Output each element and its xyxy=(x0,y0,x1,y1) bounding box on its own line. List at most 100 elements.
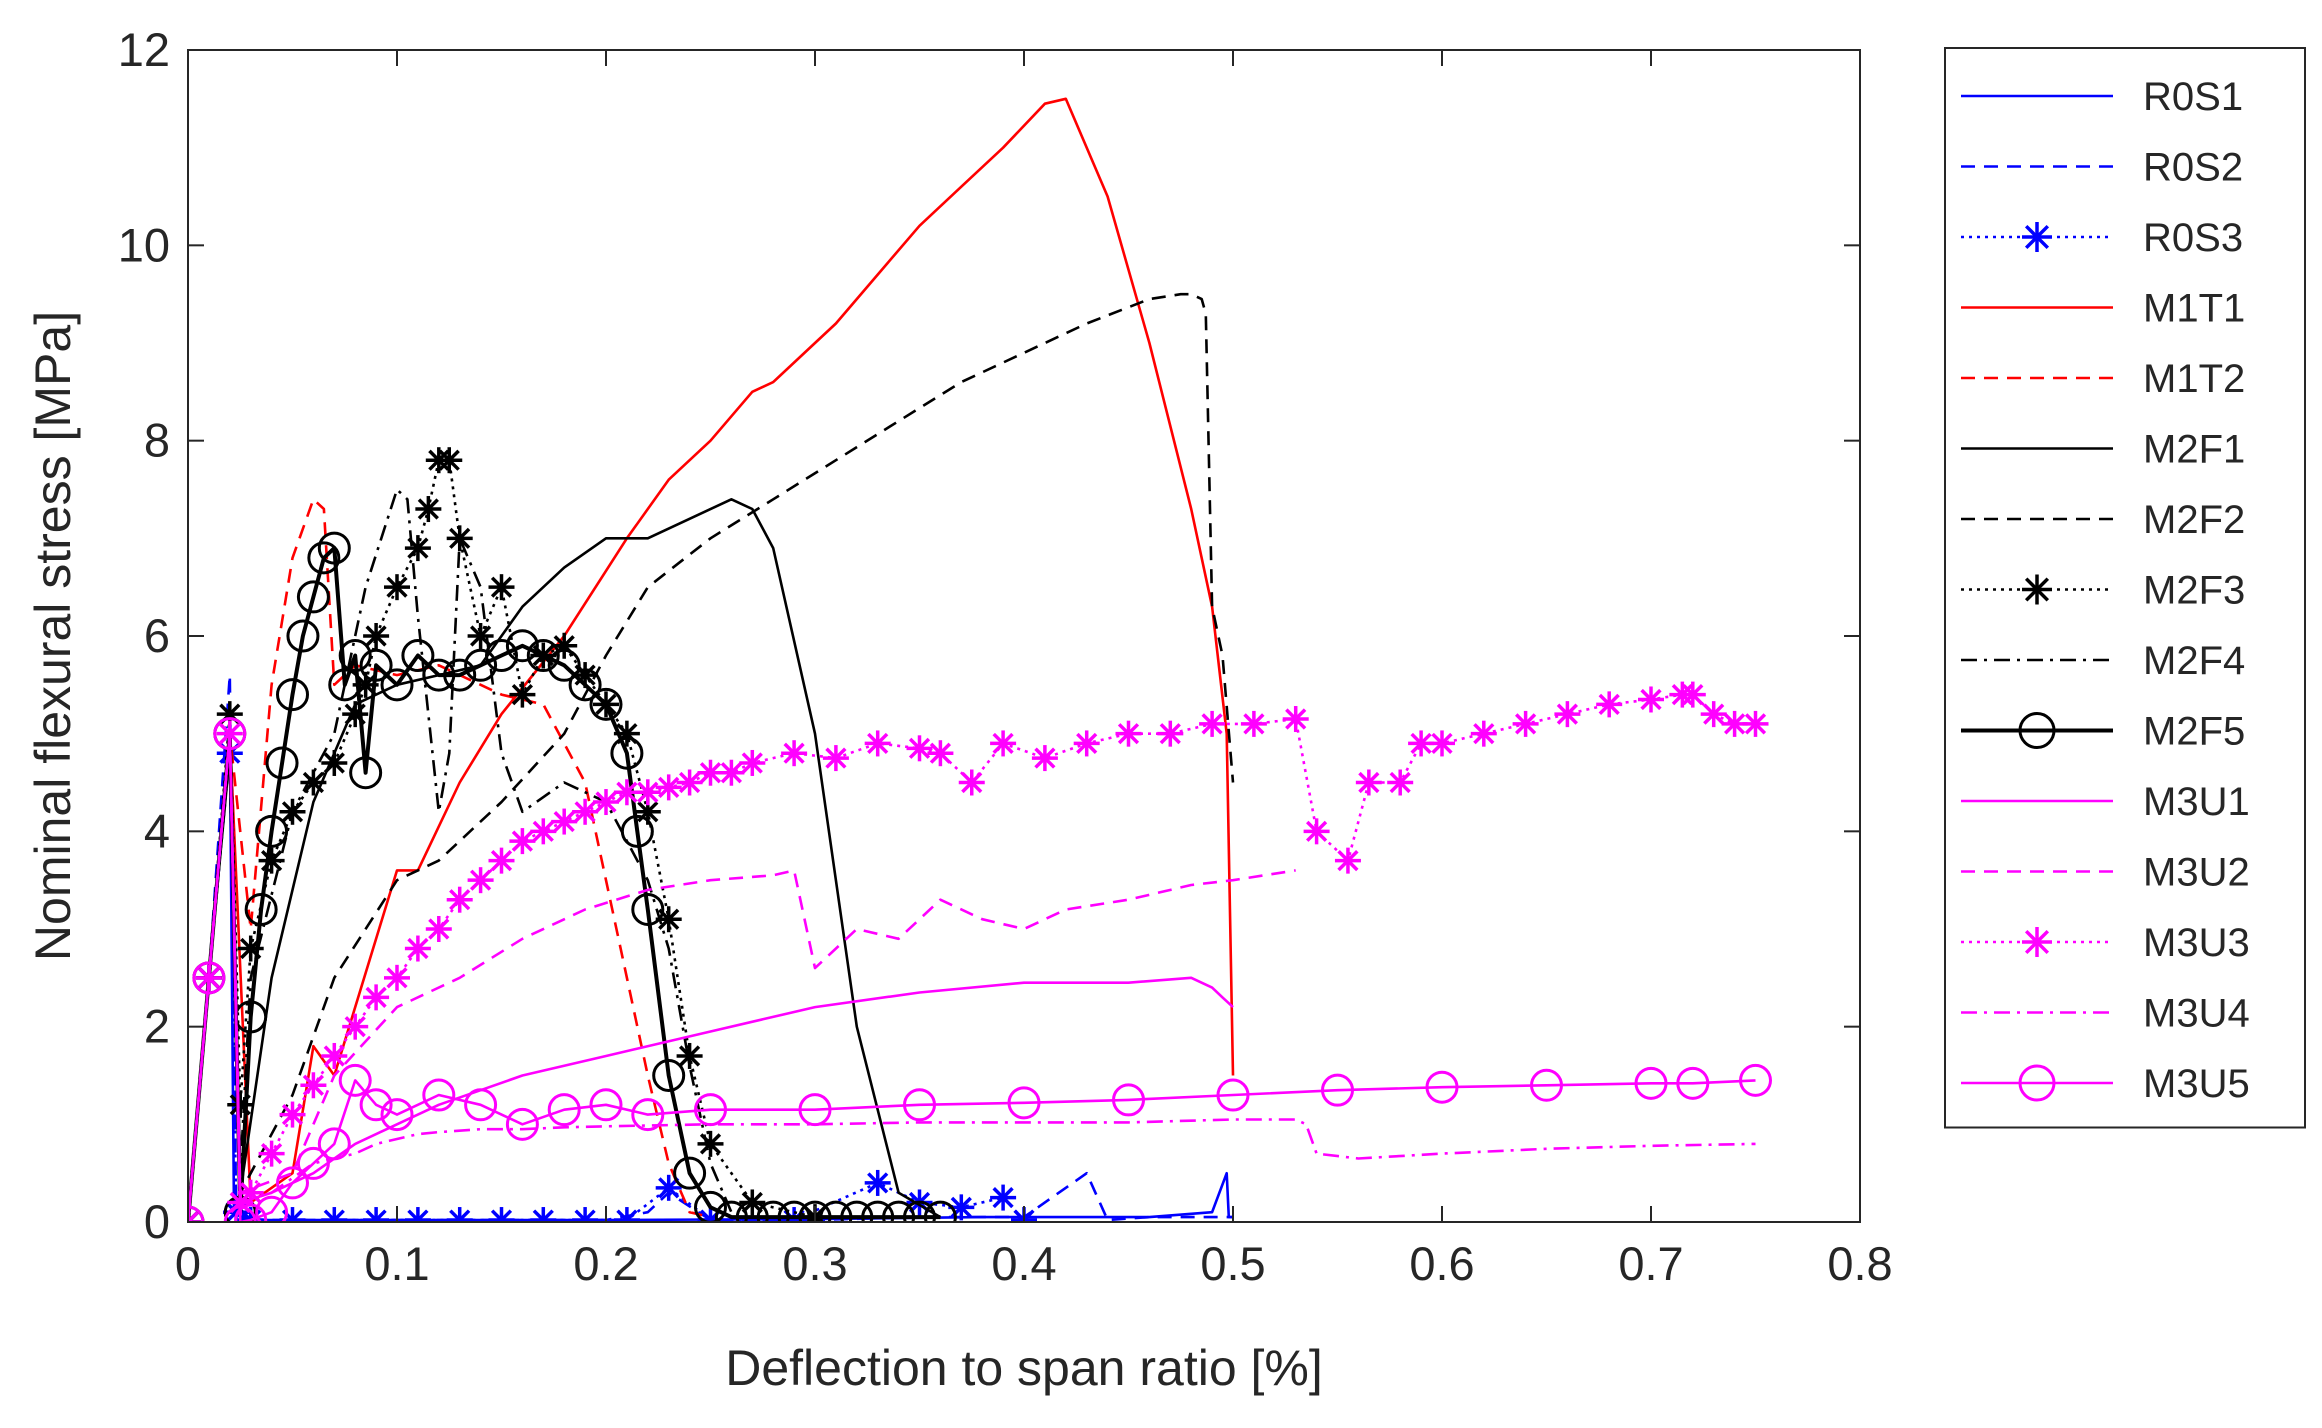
data-point-M2F3-19 xyxy=(488,574,515,601)
y-tick-label-6: 12 xyxy=(118,23,170,76)
series-line-M2F4 xyxy=(188,488,733,1222)
data-point-M3U3-29 xyxy=(781,740,808,767)
data-point-M3U3-48-d2 xyxy=(1431,732,1453,755)
data-point-M3U3-21-d2 xyxy=(595,791,617,813)
data-point-M3U3-47-d2 xyxy=(1410,732,1432,755)
data-point-M3U5-26 xyxy=(1530,1068,1563,1102)
x-tick-label-3: 0.3 xyxy=(782,1237,847,1290)
data-point-R0S3-6-d2 xyxy=(329,1209,345,1222)
data-point-M3U3-17 xyxy=(509,828,536,855)
data-point-M3U5-12 xyxy=(422,1078,456,1112)
series-line-M3U3 xyxy=(188,693,1756,1222)
data-point-M3U3-35-d2 xyxy=(992,732,1014,755)
data-point-M3U3-31-d2 xyxy=(867,732,889,755)
legend-label-M3U1: M3U1 xyxy=(2143,780,2250,824)
data-point-M2F5-43 xyxy=(903,1200,936,1222)
plot-area xyxy=(188,97,1772,1222)
data-point-M3U5-1 xyxy=(192,961,226,995)
data-point-R0S3-9-d2 xyxy=(455,1209,471,1222)
data-point-R0S3-10-d2 xyxy=(497,1209,513,1222)
series-M3U3 xyxy=(188,681,1769,1222)
data-point-M3U3-55-d2 xyxy=(1682,684,1704,706)
data-point-M3U5-29 xyxy=(1739,1063,1772,1097)
data-point-M3U5-11 xyxy=(380,1098,414,1132)
data-point-M2F5-34 xyxy=(714,1200,748,1222)
data-point-M3U5-15 xyxy=(547,1093,581,1127)
data-point-M2F3-11 xyxy=(363,623,390,649)
legend-label-R0S1: R0S1 xyxy=(2143,75,2243,119)
data-point-M3U3-12-d2 xyxy=(407,937,429,960)
data-point-M2F5-11 xyxy=(307,541,341,575)
data-point-M3U3-5-d2 xyxy=(261,1143,283,1165)
y-tick-label-3: 6 xyxy=(144,609,170,662)
data-point-M2F3-8 xyxy=(321,749,348,776)
series-line-M2F1 xyxy=(188,498,942,1222)
data-point-M3U3-34-d2 xyxy=(961,771,983,794)
data-point-M3U3-37-d2 xyxy=(1076,732,1098,755)
y-axis-title: Nominal flexural stress [MPa] xyxy=(25,311,81,961)
data-point-R0S3-12-d2 xyxy=(580,1209,596,1222)
data-point-M2F5-32 xyxy=(673,1156,707,1190)
series-M3U4 xyxy=(188,732,1756,1222)
data-point-R0S3-17-d2 xyxy=(867,1172,889,1194)
legend-marker-M3U3 xyxy=(2022,927,2052,957)
data-point-M2F3-16 xyxy=(436,447,463,474)
data-point-M2F5-25 xyxy=(547,648,581,682)
data-point-M3U3-33 xyxy=(927,740,954,767)
data-point-M3U3-15 xyxy=(467,867,494,894)
data-point-M3U3-25-d2 xyxy=(679,771,701,794)
data-point-M3U3-43 xyxy=(1303,818,1330,845)
data-point-M3U3-21 xyxy=(593,789,619,816)
x-tick-label-1: 0.1 xyxy=(364,1237,429,1290)
data-point-M3U3-45-d2 xyxy=(1358,771,1380,794)
data-point-R0S3-11 xyxy=(530,1207,557,1222)
x-tick-label-7: 0.7 xyxy=(1618,1237,1683,1290)
data-point-M3U3-48 xyxy=(1429,730,1455,757)
data-point-M3U3-24-d2 xyxy=(658,776,680,798)
data-point-M2F3-18-d2 xyxy=(470,625,492,647)
data-point-M2F5-17 xyxy=(380,668,414,702)
data-point-M2F5-27 xyxy=(589,687,623,721)
data-point-M3U3-53-d2 xyxy=(1640,688,1662,711)
data-point-M2F5-40 xyxy=(840,1200,874,1222)
data-point-M2F3-13 xyxy=(404,535,431,562)
legend-item-R0S2: R0S2 xyxy=(1961,146,2243,190)
data-point-M3U5-3 xyxy=(223,1205,257,1222)
data-point-M3U3-38 xyxy=(1115,720,1142,747)
data-point-M3U3-13-d2 xyxy=(428,918,450,940)
legend-label-M1T2: M1T2 xyxy=(2143,357,2245,401)
legend-marker-M2F3 xyxy=(2022,574,2052,605)
data-point-M3U3-45 xyxy=(1355,769,1382,796)
data-point-M3U3-44 xyxy=(1334,847,1361,874)
data-point-R0S3-5-d2 xyxy=(288,1209,304,1222)
data-point-M2F5-28 xyxy=(610,736,644,770)
data-point-M3U3-19 xyxy=(551,808,578,835)
data-point-M3U3-18-d2 xyxy=(532,820,554,842)
data-point-M3U3-37 xyxy=(1073,730,1100,757)
data-point-M3U3-36 xyxy=(1031,745,1058,772)
data-point-M2F3-14 xyxy=(415,496,442,523)
data-point-M2F5-6 xyxy=(255,814,289,848)
data-point-M3U3-35 xyxy=(990,730,1017,757)
data-point-R0S3-9 xyxy=(446,1207,473,1222)
legend-item-R0S1: R0S1 xyxy=(1961,75,2243,119)
data-point-M3U3-30-d2 xyxy=(825,747,847,769)
data-point-M3U3-49 xyxy=(1470,720,1497,747)
legend-label-M3U5: M3U5 xyxy=(2143,1062,2250,1106)
data-point-M3U3-32-d2 xyxy=(908,737,931,759)
legend-item-M1T1: M1T1 xyxy=(1961,287,2245,331)
data-point-M3U3-26-d2 xyxy=(699,762,722,784)
data-point-M2F3-16-d2 xyxy=(438,449,460,471)
data-point-M2F5-37 xyxy=(777,1200,811,1222)
data-point-M3U3-26 xyxy=(697,759,724,786)
data-point-M3U3-22-d2 xyxy=(616,781,638,803)
data-point-M3U3-23-d2 xyxy=(637,781,659,803)
legend-item-M2F3: M2F3 xyxy=(1961,569,2245,613)
data-point-M2F5-9 xyxy=(286,619,320,653)
data-point-M3U3-52-d2 xyxy=(1598,693,1620,715)
data-point-R0S3-17 xyxy=(864,1169,891,1196)
data-point-M2F5-13 xyxy=(328,668,362,702)
data-point-M3U5-27 xyxy=(1634,1066,1668,1100)
